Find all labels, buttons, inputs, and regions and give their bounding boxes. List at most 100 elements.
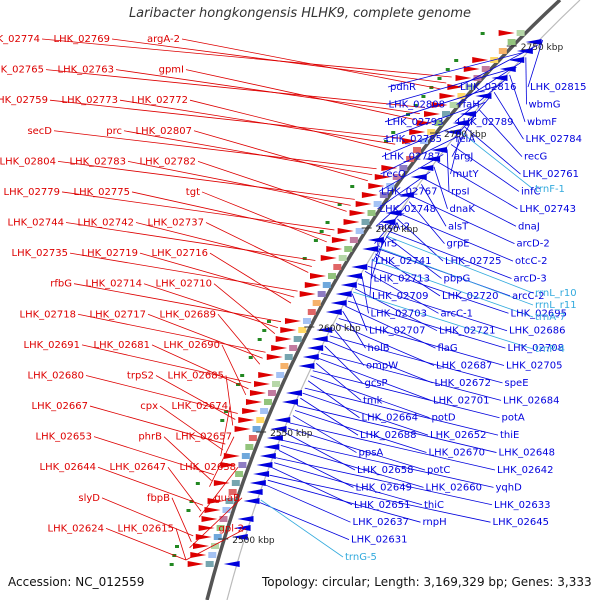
gene-label-left: guaB: [214, 493, 240, 504]
gene-label-right: ompW: [366, 361, 398, 372]
gene-label-left: LHK_02759: [0, 95, 48, 106]
cog-color-bar: [420, 138, 429, 144]
gene-label-right: LHK_02670: [429, 448, 485, 459]
reverse-gene-arrow: [351, 264, 368, 270]
gene-label-right: LHK_02721: [439, 326, 495, 337]
gene-label-right: LHK_02648: [499, 448, 555, 459]
leader-line-right: [287, 427, 426, 471]
leader-line-right: [424, 178, 517, 227]
gene-label-right: tmk: [363, 395, 383, 406]
forward-gene-arrow: [187, 561, 204, 567]
gene-label-right: LHK_02658: [357, 465, 413, 476]
leader-line-right: [386, 67, 517, 105]
reverse-gene-arrow: [298, 363, 315, 369]
gene-label-left: LHK_02647: [110, 462, 166, 473]
reverse-gene-arrow: [325, 309, 342, 315]
gene-label-right: LHK_02664: [362, 413, 418, 424]
leader-line-right: [375, 188, 419, 227]
gene-label-right: LHK_02660: [426, 482, 482, 493]
cog-color-bar: [322, 282, 331, 288]
gene-label-right: argJ: [454, 152, 473, 163]
gene-label-right: arcC-2: [512, 291, 544, 302]
forward-gene-arrow: [368, 183, 385, 189]
leader-line-right: [307, 380, 360, 419]
gene-label-right: LHK_02784: [526, 134, 582, 145]
reverse-gene-arrow: [525, 39, 542, 45]
reverse-gene-arrow: [330, 300, 347, 306]
leader-line-left: [89, 405, 226, 445]
leader-line-right: [259, 502, 350, 540]
leader-line-right: [320, 352, 502, 401]
leader-line-left: [155, 375, 236, 420]
leader-line-left: [147, 313, 263, 359]
leader-line-left: [175, 528, 187, 561]
gene-label-right: LHK_02686: [509, 326, 565, 337]
cog-color-bar: [349, 237, 358, 243]
leader-line-right: [367, 265, 509, 314]
forward-gene-arrow: [439, 93, 456, 99]
gene-label-right: arcA-2: [378, 221, 410, 232]
gene-label-right: flaG: [438, 343, 458, 354]
reverse-gene-arrow: [345, 273, 362, 279]
cog-color-bar: [302, 318, 311, 324]
forward-gene-arrow: [192, 543, 209, 549]
gene-label-right: LHK_02761: [523, 169, 579, 180]
gene-label-right: LHK_02713: [374, 273, 430, 284]
cog-color-bar: [379, 192, 388, 198]
leader-line-left: [221, 344, 247, 396]
leader-line-right: [446, 149, 450, 192]
reverse-gene-arrow: [410, 174, 427, 180]
leader-line-right: [408, 201, 445, 244]
scale-tick-label: 2650 kbp: [376, 225, 419, 235]
leader-line-right: [275, 457, 493, 506]
gc-skew-mark: [445, 68, 450, 71]
gc-skew-mark: [454, 59, 459, 62]
leader-line-right: [324, 345, 363, 384]
gene-label-left: LHK_02674: [172, 401, 228, 412]
gc-skew-mark: [240, 374, 245, 377]
leader-line-left: [135, 222, 312, 267]
gene-label-right: ppsA: [359, 448, 384, 459]
leader-line-left: [213, 283, 276, 335]
leader-line-right: [338, 318, 505, 366]
leader-line-left: [49, 99, 400, 139]
cog-color-bar: [228, 489, 237, 495]
cog-color-bar: [355, 228, 364, 234]
gene-label-right: LHK_02703: [371, 308, 427, 319]
leader-line-left: [127, 160, 351, 206]
gene-label-left: LHK_02710: [156, 279, 212, 290]
leader-line-rna: [353, 291, 534, 350]
gene-label-right: mutY: [453, 169, 480, 180]
gene-label-left: LHK_02657: [176, 432, 232, 443]
gene-label-right: LHK_02701: [433, 395, 489, 406]
gene-label-right: LHK_02720: [442, 291, 498, 302]
cog-color-bar: [216, 525, 225, 531]
gene-label-left: cpx: [140, 401, 158, 412]
reverse-gene-arrow: [223, 561, 240, 567]
cog-color-bar: [413, 147, 422, 153]
leader-line-right: [451, 114, 476, 157]
leader-line-rna: [378, 247, 534, 306]
cog-color-bar: [213, 534, 222, 540]
leader-line-right: [371, 241, 384, 279]
gene-label-right: thrS: [377, 239, 398, 250]
gene-label-right: rfaH: [459, 99, 480, 110]
forward-gene-arrow: [304, 282, 321, 288]
reverse-gene-arrow: [431, 147, 448, 153]
gene-label-left: LHK_02769: [54, 34, 110, 45]
leader-line-right: [437, 161, 518, 210]
gene-label-left: fbpB: [147, 493, 170, 504]
rna-label: trnF-1: [535, 184, 565, 195]
leader-line-left: [77, 313, 266, 353]
cog-color-bar: [256, 417, 265, 423]
leader-line-left: [81, 344, 252, 384]
leader-line-right: [294, 410, 427, 453]
gene-label-right: rnpH: [423, 517, 447, 528]
gene-label-right: gcsP: [365, 378, 388, 389]
gene-label-right: relA: [456, 134, 476, 145]
cog-color-bar: [498, 48, 507, 54]
forward-gene-arrow: [234, 426, 251, 432]
gene-label-left: rfbG: [50, 279, 72, 290]
cog-color-bar: [252, 426, 261, 432]
